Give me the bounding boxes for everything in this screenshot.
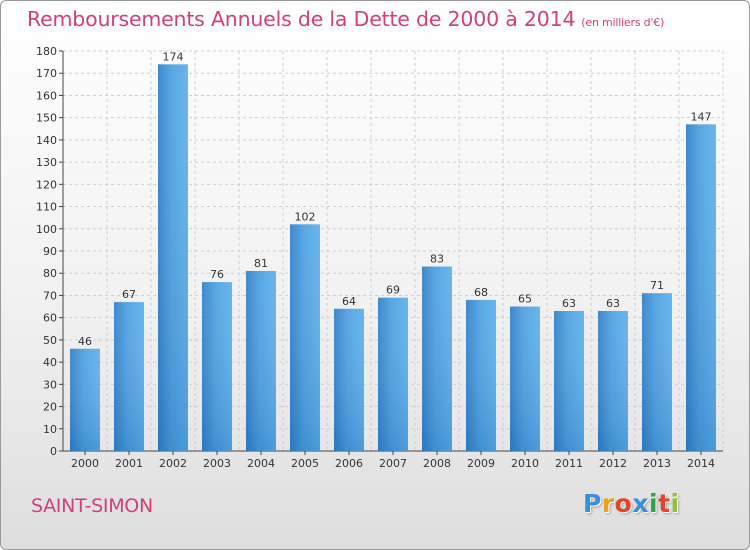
bar-shade — [202, 282, 232, 451]
logo-letter: x — [632, 489, 649, 518]
y-tick-label: 120 — [36, 178, 57, 191]
logo-letter: t — [658, 489, 671, 518]
chart-title: Remboursements Annuels de la Dette de 20… — [27, 7, 664, 31]
data-label: 63 — [606, 297, 620, 310]
bar-shade — [510, 306, 540, 451]
y-tick-label: 40 — [43, 356, 57, 369]
data-label: 83 — [430, 253, 444, 266]
x-tick-label: 2010 — [511, 457, 539, 470]
data-label: 67 — [122, 288, 136, 301]
bar-shade — [158, 64, 188, 452]
y-tick-label: 60 — [43, 312, 57, 325]
bar-shade — [642, 293, 672, 451]
y-tick-label: 0 — [50, 445, 57, 458]
y-tick-label: 130 — [36, 156, 57, 169]
bar-shade — [686, 124, 716, 451]
y-tick-label: 160 — [36, 89, 57, 102]
y-tick-label: 70 — [43, 289, 57, 302]
x-tick-label: 2003 — [203, 457, 231, 470]
y-tick-label: 80 — [43, 267, 57, 280]
x-tick-label: 2013 — [643, 457, 671, 470]
y-tick-label: 150 — [36, 112, 57, 125]
x-tick-label: 2000 — [71, 457, 99, 470]
x-tick-label: 2012 — [599, 457, 627, 470]
y-tick-label: 20 — [43, 401, 57, 414]
data-label: 76 — [210, 268, 224, 281]
chart-subtitle: (en milliers d'€) — [581, 16, 665, 29]
logo-letter: P — [583, 489, 602, 518]
data-label: 64 — [342, 295, 356, 308]
data-label: 46 — [78, 335, 92, 348]
logo-letter: i — [670, 489, 680, 518]
logo-letter: o — [614, 489, 633, 518]
x-tick-label: 2002 — [159, 457, 187, 470]
x-tick-label: 2008 — [423, 457, 451, 470]
bar-shade — [334, 308, 364, 451]
bar-shade — [70, 348, 100, 451]
data-label: 68 — [474, 286, 488, 299]
data-label: 174 — [163, 50, 184, 63]
data-label: 71 — [650, 279, 664, 292]
data-label: 102 — [295, 210, 316, 223]
y-tick-label: 10 — [43, 423, 57, 436]
x-tick-label: 2011 — [555, 457, 583, 470]
logo-letter: i — [649, 489, 659, 518]
logo-letter: r — [601, 489, 615, 518]
y-tick-label: 180 — [36, 45, 57, 58]
y-tick-label: 170 — [36, 67, 57, 80]
x-tick-label: 2001 — [115, 457, 143, 470]
y-tick-label: 140 — [36, 134, 57, 147]
data-label: 69 — [386, 284, 400, 297]
data-label: 81 — [254, 257, 268, 270]
x-tick-label: 2004 — [247, 457, 275, 470]
y-tick-label: 50 — [43, 334, 57, 347]
data-label: 63 — [562, 297, 576, 310]
proxiti-logo: Proxiti — [583, 489, 680, 518]
x-tick-label: 2007 — [379, 457, 407, 470]
y-tick-label: 100 — [36, 223, 57, 236]
y-tick-label: 30 — [43, 378, 57, 391]
data-label: 147 — [691, 110, 712, 123]
bar-shade — [422, 266, 452, 451]
town-name: SAINT-SIMON — [31, 495, 153, 517]
bar-shade — [114, 302, 144, 451]
data-label: 65 — [518, 293, 532, 306]
x-tick-label: 2006 — [335, 457, 363, 470]
bar-shade — [554, 311, 584, 451]
x-tick-label: 2014 — [687, 457, 715, 470]
bar-shade — [290, 224, 320, 451]
bar-shade — [246, 271, 276, 451]
chart-title-text: Remboursements Annuels de la Dette de 20… — [27, 7, 576, 31]
x-tick-label: 2005 — [291, 457, 319, 470]
x-tick-label: 2009 — [467, 457, 495, 470]
y-tick-label: 110 — [36, 201, 57, 214]
bar-shade — [598, 311, 628, 451]
bar-shade — [466, 299, 496, 451]
y-tick-label: 90 — [43, 245, 57, 258]
bar-shade — [378, 297, 408, 451]
